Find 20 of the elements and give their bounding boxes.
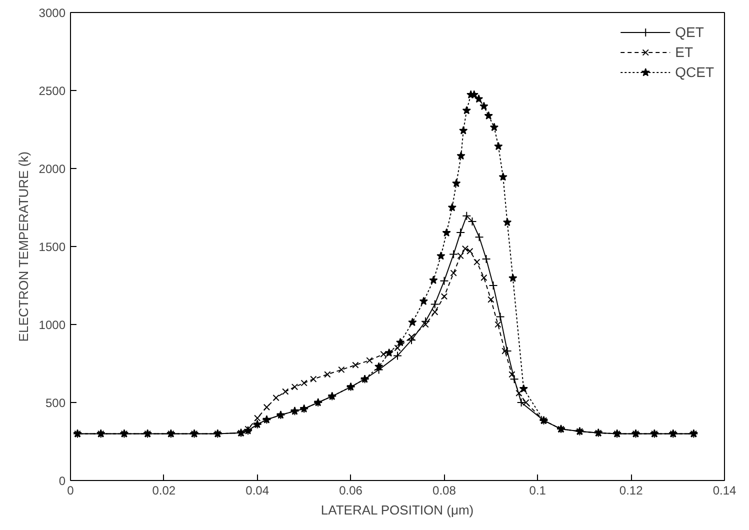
legend-label: ET: [675, 44, 694, 60]
x-tick-label: 0.02: [152, 484, 176, 498]
y-axis-title: ELECTRON TEMPERATURE (k): [16, 152, 31, 342]
y-tick-label: 0: [58, 474, 66, 488]
x-tick-label: 0.14: [712, 484, 737, 498]
y-tick-label: 1500: [38, 240, 66, 254]
x-tick-label: 0.06: [339, 484, 363, 498]
legend-label: QCET: [675, 64, 714, 80]
x-tick-label: 0.08: [432, 484, 456, 498]
y-tick-label: 1000: [38, 318, 66, 332]
x-axis-title: LATERAL POSITION (μm): [320, 502, 474, 518]
x-tick-label: 0: [67, 484, 74, 498]
x-tick-label: 0.12: [619, 484, 644, 498]
x-tick-label: 0.04: [246, 484, 270, 498]
legend-label: QET: [675, 24, 704, 40]
y-tick-label: 3000: [38, 6, 66, 20]
y-tick-label: 2500: [38, 84, 66, 98]
y-tick-label: 2000: [38, 162, 66, 176]
y-tick-label: 500: [45, 396, 66, 410]
x-tick-label: 0.1: [529, 484, 546, 498]
